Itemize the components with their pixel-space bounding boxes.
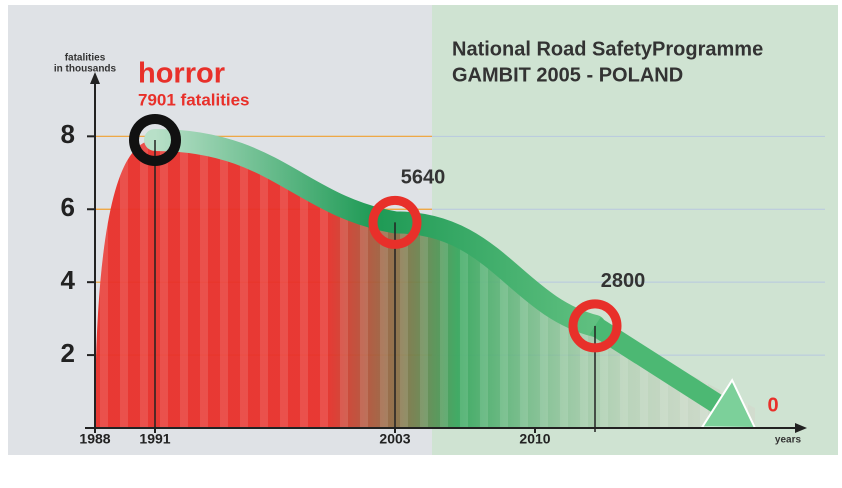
x-tick-label: 2003 <box>379 431 410 447</box>
y-tick-label: 6 <box>61 192 75 222</box>
title-line: National Road SafetyProgramme <box>452 38 763 60</box>
value-label: 7901 fatalities <box>138 90 250 109</box>
y-tick-label: 2 <box>61 338 75 368</box>
point-ring <box>568 299 622 353</box>
point-ring <box>368 195 422 249</box>
y-axis-label: in thousands <box>54 64 117 75</box>
area-stripes <box>95 139 755 429</box>
y-axis-arrow <box>90 72 100 84</box>
x-axis-label: years <box>775 435 802 446</box>
y-tick-label: 8 <box>61 119 75 149</box>
x-tick-label: 1988 <box>79 431 110 447</box>
target-label: 0 <box>767 394 778 416</box>
value-label: 5640 <box>401 167 446 189</box>
point-ring <box>129 113 181 166</box>
plot: 2 4 6 8 0 1988 1991 2003 2010 7901 fatalities 5640… <box>61 72 825 447</box>
y-tick-label: 4 <box>61 265 76 295</box>
x-tick-label: 2010 <box>519 431 550 447</box>
value-label: 2800 <box>601 270 646 292</box>
x-axis-arrow <box>795 423 807 433</box>
title-line: GAMBIT 2005 - POLAND <box>452 64 683 86</box>
annotation: horror <box>138 58 225 90</box>
x-tick-label: 1991 <box>139 431 170 447</box>
y-axis-label: fatalities <box>65 53 106 64</box>
